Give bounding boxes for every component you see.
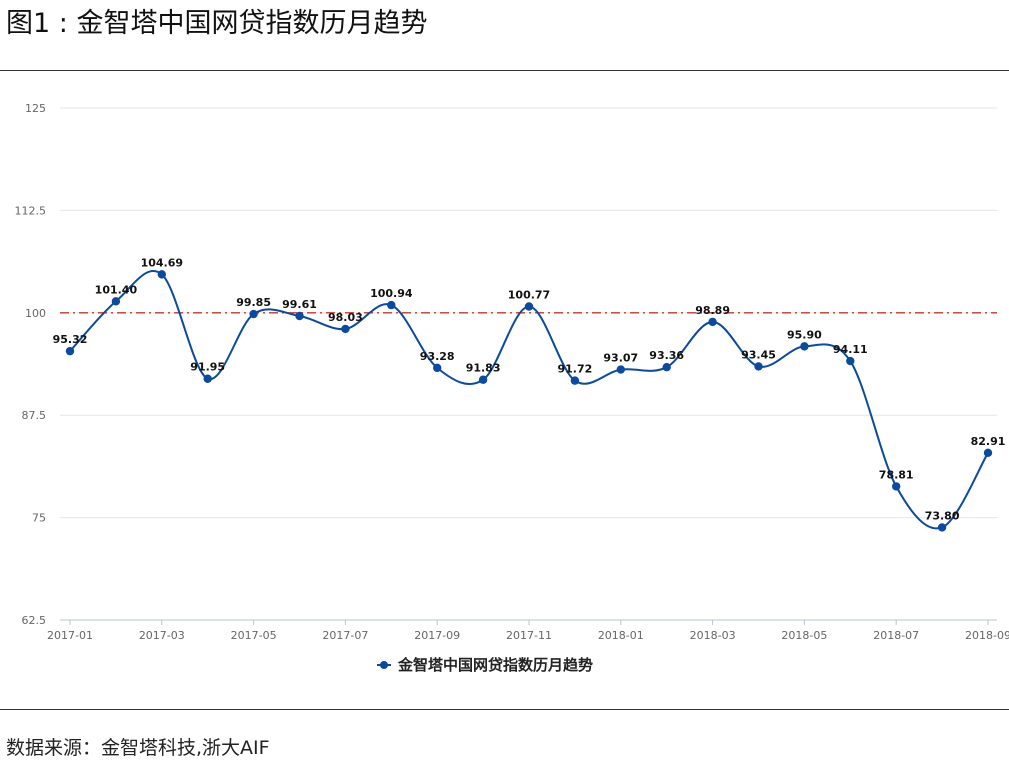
data-label: 93.07 [603, 352, 638, 365]
x-tick-label: 2018-01 [598, 629, 644, 642]
data-label: 93.36 [649, 349, 684, 362]
data-point [754, 362, 763, 371]
x-tick-label: 2017-09 [414, 629, 460, 642]
data-point [249, 309, 258, 319]
data-point [892, 482, 901, 491]
data-label: 94.11 [833, 343, 868, 356]
data-point [708, 317, 717, 327]
data-label: 101.40 [95, 283, 138, 296]
data-point [295, 311, 304, 321]
data-label: 100.77 [508, 288, 550, 301]
data-label: 93.28 [420, 350, 455, 363]
y-tick-label: 112.5 [15, 204, 47, 217]
x-tick-label: 2017-07 [322, 629, 368, 642]
y-tick-label: 75 [32, 512, 46, 525]
data-point [341, 324, 350, 334]
data-point [478, 375, 488, 384]
x-tick-label: 2018-07 [873, 629, 919, 642]
data-label: 93.45 [741, 348, 776, 361]
data-label: 91.72 [558, 363, 593, 376]
series-points [65, 270, 993, 532]
data-point [662, 362, 671, 372]
data-point [65, 346, 75, 356]
x-tick-label: 2017-01 [47, 629, 93, 642]
y-tick-label: 62.5 [22, 614, 47, 627]
x-tick-label: 2017-05 [231, 629, 277, 642]
data-label: 98.03 [328, 311, 363, 324]
data-point [616, 365, 625, 374]
data-label: 98.89 [695, 304, 730, 317]
data-point [983, 448, 993, 458]
data-point [157, 270, 166, 279]
y-tick-label: 125 [25, 102, 46, 115]
bottom-rule [0, 709, 1009, 710]
x-tick-label: 2017-03 [139, 629, 185, 642]
data-point [570, 376, 580, 385]
data-point [111, 297, 121, 306]
figure-title: 图1 : 金智塔中国网贷指数历月趋势 [6, 8, 428, 39]
data-label: 99.61 [282, 298, 317, 311]
data-point [937, 523, 947, 532]
data-label: 73.80 [925, 509, 960, 522]
legend-label: 金智塔中国网贷指数历月趋势 [397, 656, 593, 674]
x-tick-label: 2017-11 [506, 629, 552, 642]
data-point [203, 374, 212, 383]
data-point [846, 356, 855, 366]
data-label: 91.95 [190, 361, 225, 374]
x-tick-label: 2018-05 [781, 629, 827, 642]
data-label: 91.83 [466, 362, 501, 375]
top-rule [0, 70, 1009, 71]
data-point [800, 342, 809, 351]
data-label: 95.90 [787, 328, 822, 341]
x-tick-label: 2018-09 [965, 629, 1009, 642]
data-labels: 95.32 101.40 104.69 91.95 99.85 99.61 98.03 100… [53, 256, 1006, 522]
data-point [433, 363, 442, 373]
y-tick-label: 100 [25, 307, 46, 320]
legend-marker [380, 661, 388, 669]
data-label: 82.91 [971, 435, 1006, 448]
data-label: 99.85 [236, 296, 271, 309]
data-label: 78.81 [879, 468, 914, 481]
data-label: 104.69 [141, 256, 183, 269]
legend: 金智塔中国网贷指数历月趋势 [377, 656, 593, 674]
data-point [524, 302, 534, 311]
x-tick-label: 2018-03 [690, 629, 736, 642]
data-label: 95.32 [53, 333, 88, 346]
source-note: 数据来源：金智塔科技,浙大AIF [6, 737, 270, 759]
y-tick-label: 87.5 [22, 409, 47, 422]
data-point [387, 300, 396, 310]
data-label: 100.94 [370, 287, 413, 300]
